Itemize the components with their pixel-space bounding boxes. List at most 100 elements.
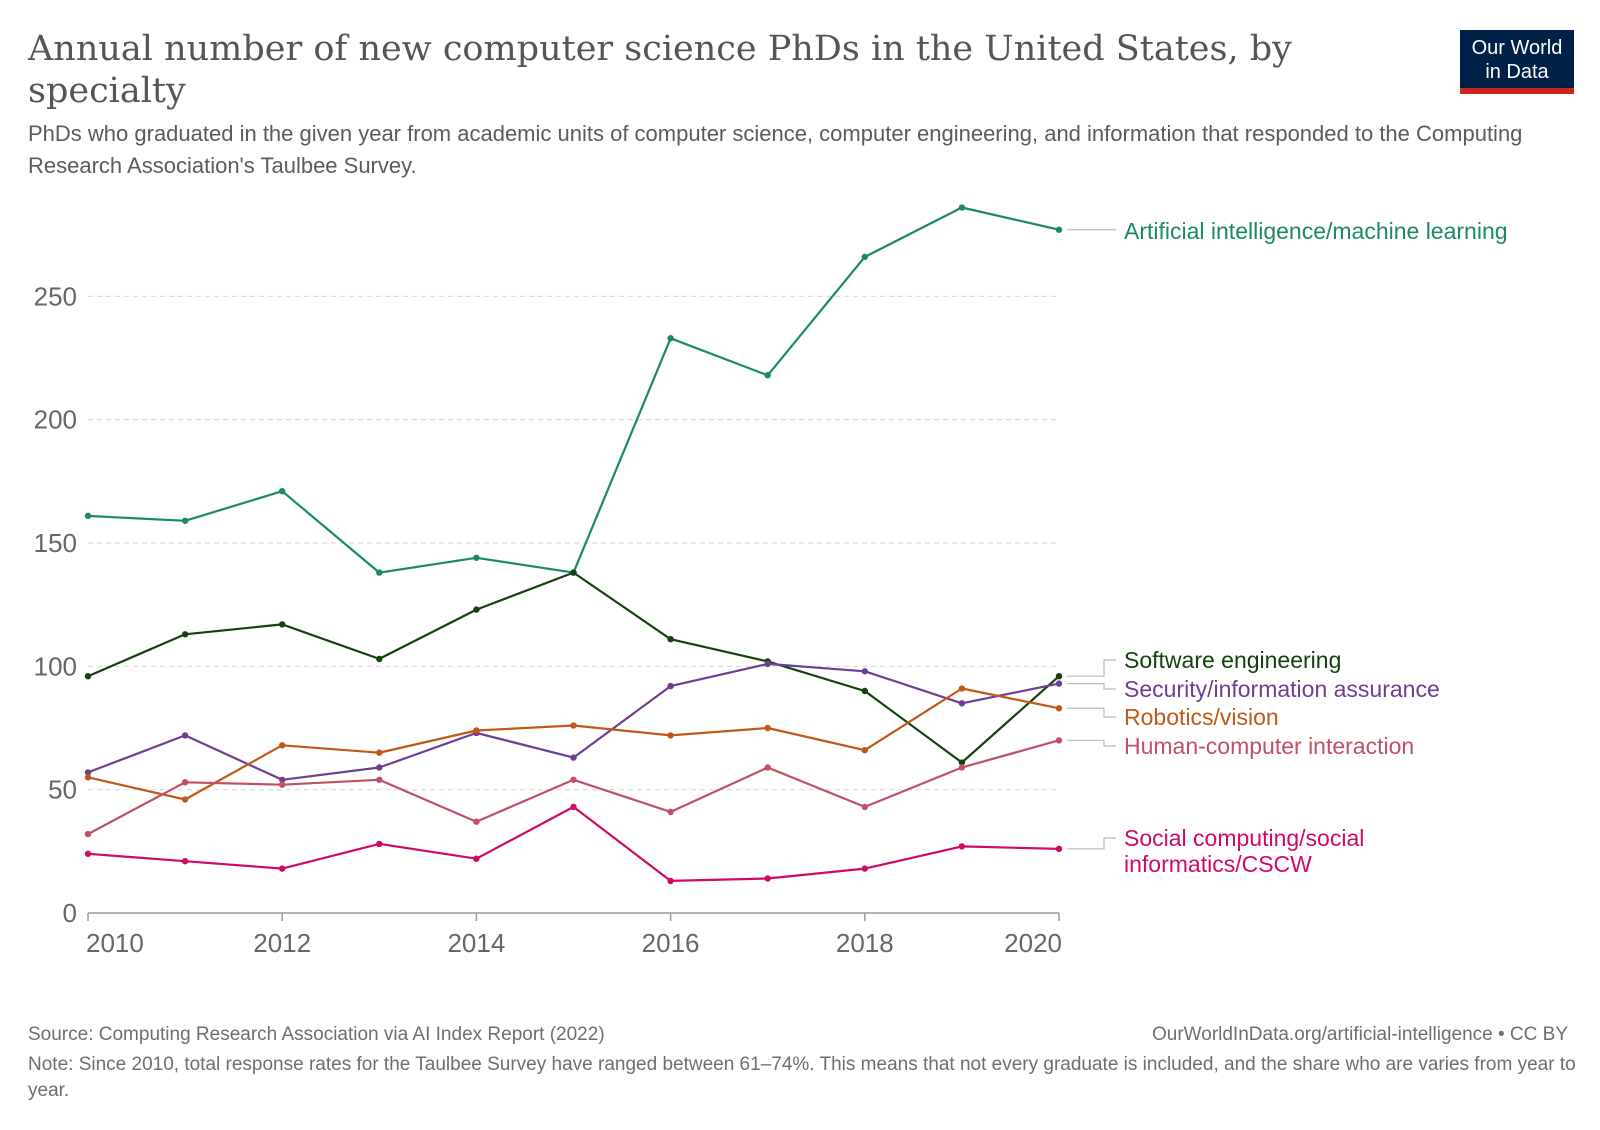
data-point (279, 742, 286, 749)
data-point (667, 635, 674, 643)
y-tick-label: 0 (63, 898, 77, 928)
series-labels: Artificial intelligence/machine learning… (1067, 218, 1508, 877)
data-point (84, 774, 92, 781)
data-point (958, 843, 966, 850)
data-point (861, 668, 868, 675)
data-point (473, 727, 480, 734)
data-point (764, 875, 771, 882)
series-line (87, 739, 1060, 836)
data-point (181, 857, 189, 865)
data-point (570, 776, 577, 783)
x-tick-label: 2018 (836, 928, 894, 958)
data-point (84, 850, 92, 857)
data-point (570, 722, 577, 729)
series-group (84, 204, 1063, 885)
series-line (87, 805, 1060, 883)
label-connector (1067, 707, 1116, 718)
series-label: Human-computer interaction (1124, 733, 1414, 759)
y-tick-label: 250 (34, 281, 77, 311)
x-axis: 2010 2012 2014 2016 2018 2020 (86, 912, 1062, 958)
data-point (667, 877, 674, 885)
series-3 (84, 685, 1063, 803)
label-connector (1067, 837, 1116, 850)
data-point (570, 569, 577, 576)
data-point (958, 700, 966, 707)
data-point (181, 779, 189, 786)
data-point (667, 682, 674, 690)
y-tick-label: 150 (34, 528, 77, 558)
series-5 (84, 803, 1063, 885)
y-tick-label: 100 (34, 651, 77, 681)
label-connector (1067, 659, 1116, 677)
series-2 (84, 660, 1063, 783)
label-connector (1067, 739, 1116, 747)
x-tick-label: 2010 (86, 928, 144, 958)
data-point (958, 685, 966, 692)
data-point (958, 764, 966, 771)
data-point (376, 749, 383, 756)
data-point (764, 764, 771, 771)
data-point (667, 335, 674, 342)
series-line (87, 662, 1060, 781)
data-point (84, 672, 92, 680)
chart-subtitle: PhDs who graduated in the given year fro… (28, 121, 1523, 178)
owid-logo[interactable]: Our World in Data (1460, 30, 1574, 94)
series-label: Social computing/social (1124, 825, 1364, 851)
data-point (279, 776, 286, 783)
x-tick-label: 2016 (642, 928, 700, 958)
source-link[interactable]: OurWorldInData.org/artificial-intelligen… (1151, 1024, 1568, 1045)
series-1 (84, 569, 1063, 766)
data-point (861, 746, 868, 754)
data-point (376, 840, 383, 848)
series-label: Software engineering (1124, 647, 1341, 673)
data-point (1055, 705, 1063, 712)
y-axis: 0 50 100 150 200 250 (34, 281, 77, 928)
data-point (376, 776, 383, 783)
data-point (376, 569, 383, 576)
data-point (473, 554, 480, 561)
y-tick-label: 200 (34, 405, 77, 435)
logo-line-1: Our World (1471, 37, 1563, 59)
series-4 (84, 737, 1063, 838)
data-point (376, 655, 383, 663)
x-tick-label: 2020 (1004, 928, 1062, 958)
data-point (667, 808, 674, 816)
data-point (570, 754, 577, 761)
data-point (279, 487, 286, 495)
data-point (764, 660, 771, 668)
x-tick-label: 2012 (253, 928, 311, 958)
label-connector (1067, 682, 1116, 690)
data-point (181, 517, 189, 524)
data-point (84, 769, 92, 776)
data-point (473, 606, 480, 613)
data-point (1055, 226, 1063, 233)
source-note: Source: Computing Research Association v… (28, 1024, 605, 1045)
data-point (764, 724, 771, 732)
data-point (279, 781, 286, 788)
data-point (473, 855, 480, 862)
data-point (376, 764, 383, 771)
data-point (861, 803, 868, 811)
x-tick-label: 2014 (447, 928, 505, 958)
logo-accent-bar (1460, 88, 1574, 94)
series-line (87, 571, 1060, 764)
line-chart: 0 50 100 150 200 250 2010 2012 2014 2016 2018 2020… (34, 204, 1508, 958)
data-point (1055, 737, 1063, 744)
data-point (570, 803, 577, 811)
data-point (1055, 672, 1063, 680)
series-label: Robotics/vision (1124, 704, 1279, 730)
data-point (958, 759, 966, 766)
data-point (958, 204, 966, 211)
series-label: informatics/CSCW (1124, 851, 1312, 877)
data-point (1055, 845, 1063, 853)
y-tick-label: 50 (48, 775, 77, 805)
data-point (473, 818, 480, 825)
data-point (84, 830, 92, 838)
data-point (861, 865, 868, 872)
data-point (181, 631, 189, 638)
data-point (861, 253, 868, 261)
data-point (1055, 680, 1063, 687)
data-point (279, 621, 286, 628)
logo-line-2: in Data (1485, 61, 1549, 83)
data-point (279, 865, 286, 872)
